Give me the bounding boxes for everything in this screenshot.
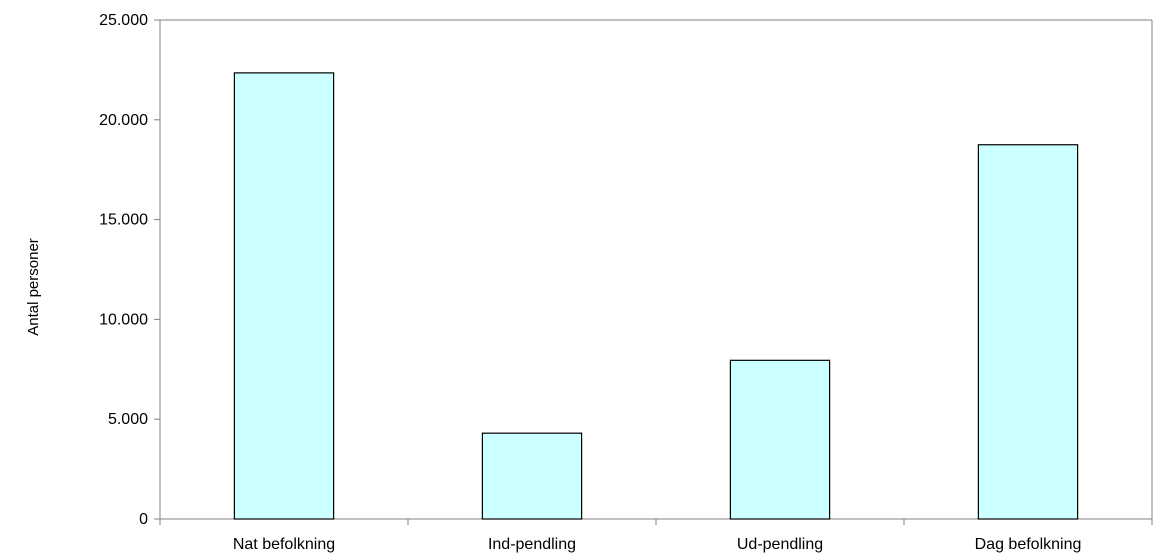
y-axis-title: Antal personer [25, 238, 42, 336]
y-tick-label: 5.000 [108, 411, 148, 428]
bar [233, 72, 335, 520]
bar [729, 359, 831, 520]
y-axis-ticks [154, 19, 160, 520]
bar [977, 144, 1079, 520]
y-tick-label: 0 [139, 511, 148, 528]
x-axis-ticks [159, 519, 1153, 525]
y-tick-label: 10.000 [99, 311, 148, 328]
x-tick-label: Nat befolkning [233, 536, 335, 553]
y-tick-label: 25.000 [99, 12, 148, 29]
y-tick-label: 20.000 [99, 112, 148, 129]
x-tick-label: Ind-pendling [488, 536, 576, 553]
y-tick-label: 15.000 [99, 212, 148, 229]
x-tick-label: Ud-pendling [737, 536, 823, 553]
x-tick-label: Dag befolkning [975, 536, 1082, 553]
bar [481, 432, 583, 520]
bars [233, 72, 1079, 520]
labels: 0 5.000 10.000 15.000 20.000 25.000 Nat befolk… [99, 12, 1081, 553]
